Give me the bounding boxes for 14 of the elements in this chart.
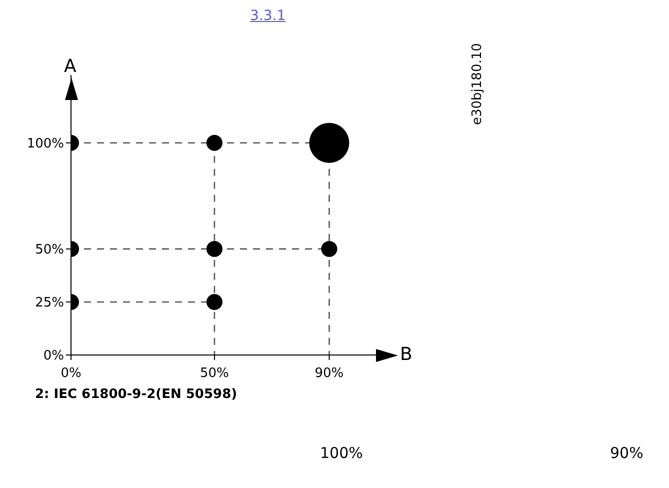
- x-tick-label: 90%: [314, 366, 344, 382]
- text: 90%: [610, 444, 644, 462]
- text: e30bj180.10: [470, 43, 485, 125]
- y-tick-label: 0%: [43, 348, 64, 364]
- text: 100%: [320, 444, 363, 462]
- x-axis-title: B: [400, 344, 412, 365]
- x-tick-label: 0%: [60, 366, 82, 382]
- x-tick-label: 50%: [200, 366, 229, 382]
- text: 2: IEC 61800-9-2(EN 50598): [35, 387, 238, 402]
- y-tick-label: 25%: [35, 296, 64, 311]
- y-tick-label: 100%: [26, 136, 64, 152]
- y-tick-label: 50%: [35, 242, 64, 258]
- text: 3.3.1: [250, 8, 287, 24]
- y-axis-title: A: [64, 56, 76, 77]
